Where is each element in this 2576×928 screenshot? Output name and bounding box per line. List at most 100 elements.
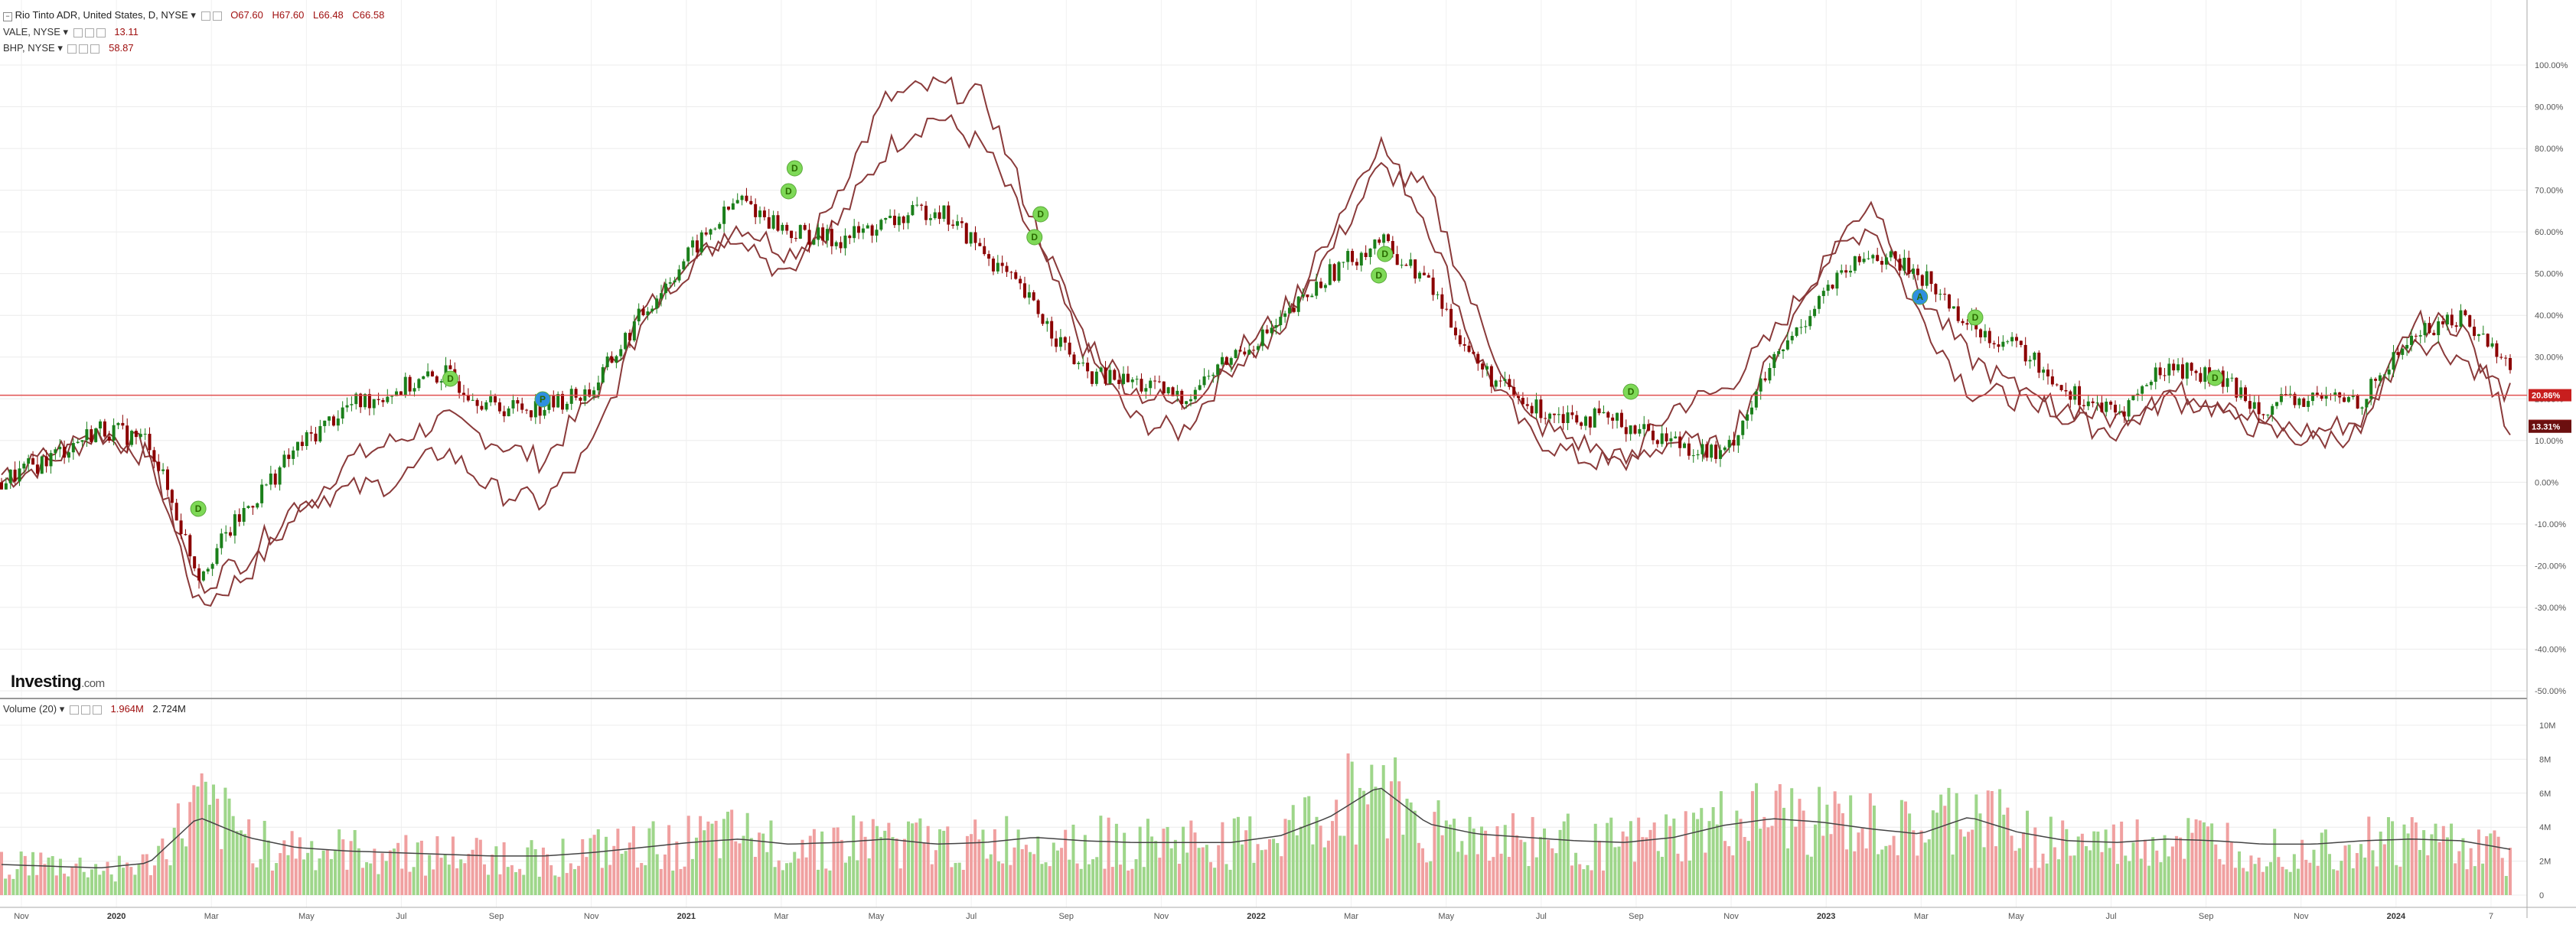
x-tick-label: Mar	[1914, 912, 1929, 921]
compare-symbol[interactable]: BHP, NYSE	[3, 42, 55, 54]
close-icon[interactable]	[90, 44, 100, 54]
volume-bar	[2076, 836, 2080, 895]
volume-bar	[765, 851, 769, 895]
candle-body	[350, 404, 354, 405]
volume-bar	[993, 829, 996, 895]
x-tick-label: Jul	[2106, 912, 2117, 921]
close-icon[interactable]	[96, 28, 106, 37]
candle-body	[2059, 385, 2063, 390]
candle-body	[148, 434, 152, 451]
volume-bar	[856, 860, 859, 895]
volume-bar	[432, 869, 435, 895]
volume-bar	[898, 868, 902, 895]
compare-symbol[interactable]: VALE, NYSE	[3, 26, 60, 37]
volume-bar	[1923, 842, 1927, 895]
candle-body	[762, 210, 766, 217]
volume-bar	[220, 848, 223, 895]
eye-icon[interactable]	[67, 44, 77, 54]
volume-bar	[1040, 864, 1044, 895]
volume-bar	[2489, 833, 2493, 895]
candle-body	[2010, 337, 2014, 342]
volume-bar	[117, 855, 121, 895]
volume-bar	[286, 855, 290, 895]
eye-icon[interactable]	[73, 28, 83, 37]
volume-bar	[2332, 869, 2336, 895]
volume-bar	[989, 854, 993, 895]
close-icon[interactable]	[212, 11, 222, 21]
candle-body	[2374, 379, 2378, 381]
candle-body	[1287, 308, 1291, 314]
candle-body	[126, 425, 129, 445]
candle-body	[331, 416, 335, 426]
volume-bar	[718, 858, 722, 895]
candle-body	[983, 246, 986, 255]
candle-body	[1221, 357, 1224, 365]
chevron-down-icon[interactable]: ▾	[59, 703, 65, 715]
chevron-down-icon[interactable]: ▾	[191, 9, 196, 21]
x-tick-label: Nov	[584, 912, 599, 921]
volume-bar	[1154, 841, 1158, 895]
candle-body	[2082, 405, 2085, 406]
candle-body	[2073, 386, 2077, 400]
chevron-down-icon[interactable]: ▾	[57, 42, 63, 54]
candle-body	[2154, 367, 2157, 383]
settings-icon[interactable]	[84, 28, 94, 37]
candle-body	[2437, 321, 2441, 336]
settings-icon[interactable]	[201, 11, 210, 21]
volume-bar	[294, 858, 298, 895]
volume-bar	[2080, 833, 2084, 895]
chevron-down-icon[interactable]: ▾	[63, 26, 69, 37]
candle-body	[76, 441, 80, 444]
volume-bar	[690, 858, 694, 895]
candle-body	[1310, 295, 1314, 298]
volume-bar	[2386, 817, 2390, 895]
volume-label[interactable]: Volume (20)	[3, 703, 57, 715]
volume-bar	[2037, 868, 2041, 895]
eye-icon[interactable]	[69, 705, 79, 715]
volume-bar	[1566, 813, 1570, 895]
x-tick-label: Mar	[774, 912, 788, 921]
candle-body	[924, 205, 928, 220]
candle-body	[857, 226, 861, 233]
volume-bar	[726, 811, 730, 895]
volume-bar	[2500, 858, 2504, 895]
candle-body	[1813, 308, 1817, 317]
close-icon[interactable]	[92, 705, 102, 715]
volume-bar	[200, 773, 204, 895]
candle-body	[973, 232, 977, 243]
collapse-icon[interactable]: −	[3, 12, 12, 21]
volume-bar	[204, 781, 207, 895]
volume-bar	[514, 871, 518, 895]
main-symbol[interactable]: Rio Tinto ADR, United States, D, NYSE	[15, 9, 188, 21]
candle-body	[1606, 412, 1610, 418]
settings-icon[interactable]	[80, 705, 90, 715]
volume-bar	[1264, 849, 1267, 895]
x-tick-label: 2021	[677, 912, 696, 921]
candle-body	[1113, 370, 1117, 380]
candle-body	[395, 391, 399, 396]
current-value-box	[2529, 389, 2571, 402]
volume-bar	[1068, 859, 1071, 895]
candle-body	[718, 223, 722, 229]
candle-body	[1817, 295, 1821, 309]
candle-body	[2046, 370, 2050, 376]
volume-bar	[1378, 789, 1381, 895]
candle-body	[188, 535, 192, 557]
candle-body	[2288, 393, 2292, 395]
candle-body	[1669, 438, 1673, 441]
candle-body	[1624, 427, 1628, 435]
volume-bar	[1625, 836, 1629, 895]
volume-bar	[2198, 820, 2202, 895]
candle-body	[915, 204, 919, 206]
settings-icon[interactable]	[79, 44, 89, 54]
volume-bar	[471, 849, 474, 895]
candle-body	[1391, 241, 1394, 255]
volume-bar	[455, 868, 459, 895]
candle-body	[2310, 392, 2314, 402]
volume-bar	[557, 877, 561, 895]
candle-body	[1876, 255, 1880, 262]
candle-body	[336, 418, 340, 426]
volume-bar	[2049, 816, 2053, 895]
y-tick-label: 80.00%	[2535, 145, 2564, 154]
